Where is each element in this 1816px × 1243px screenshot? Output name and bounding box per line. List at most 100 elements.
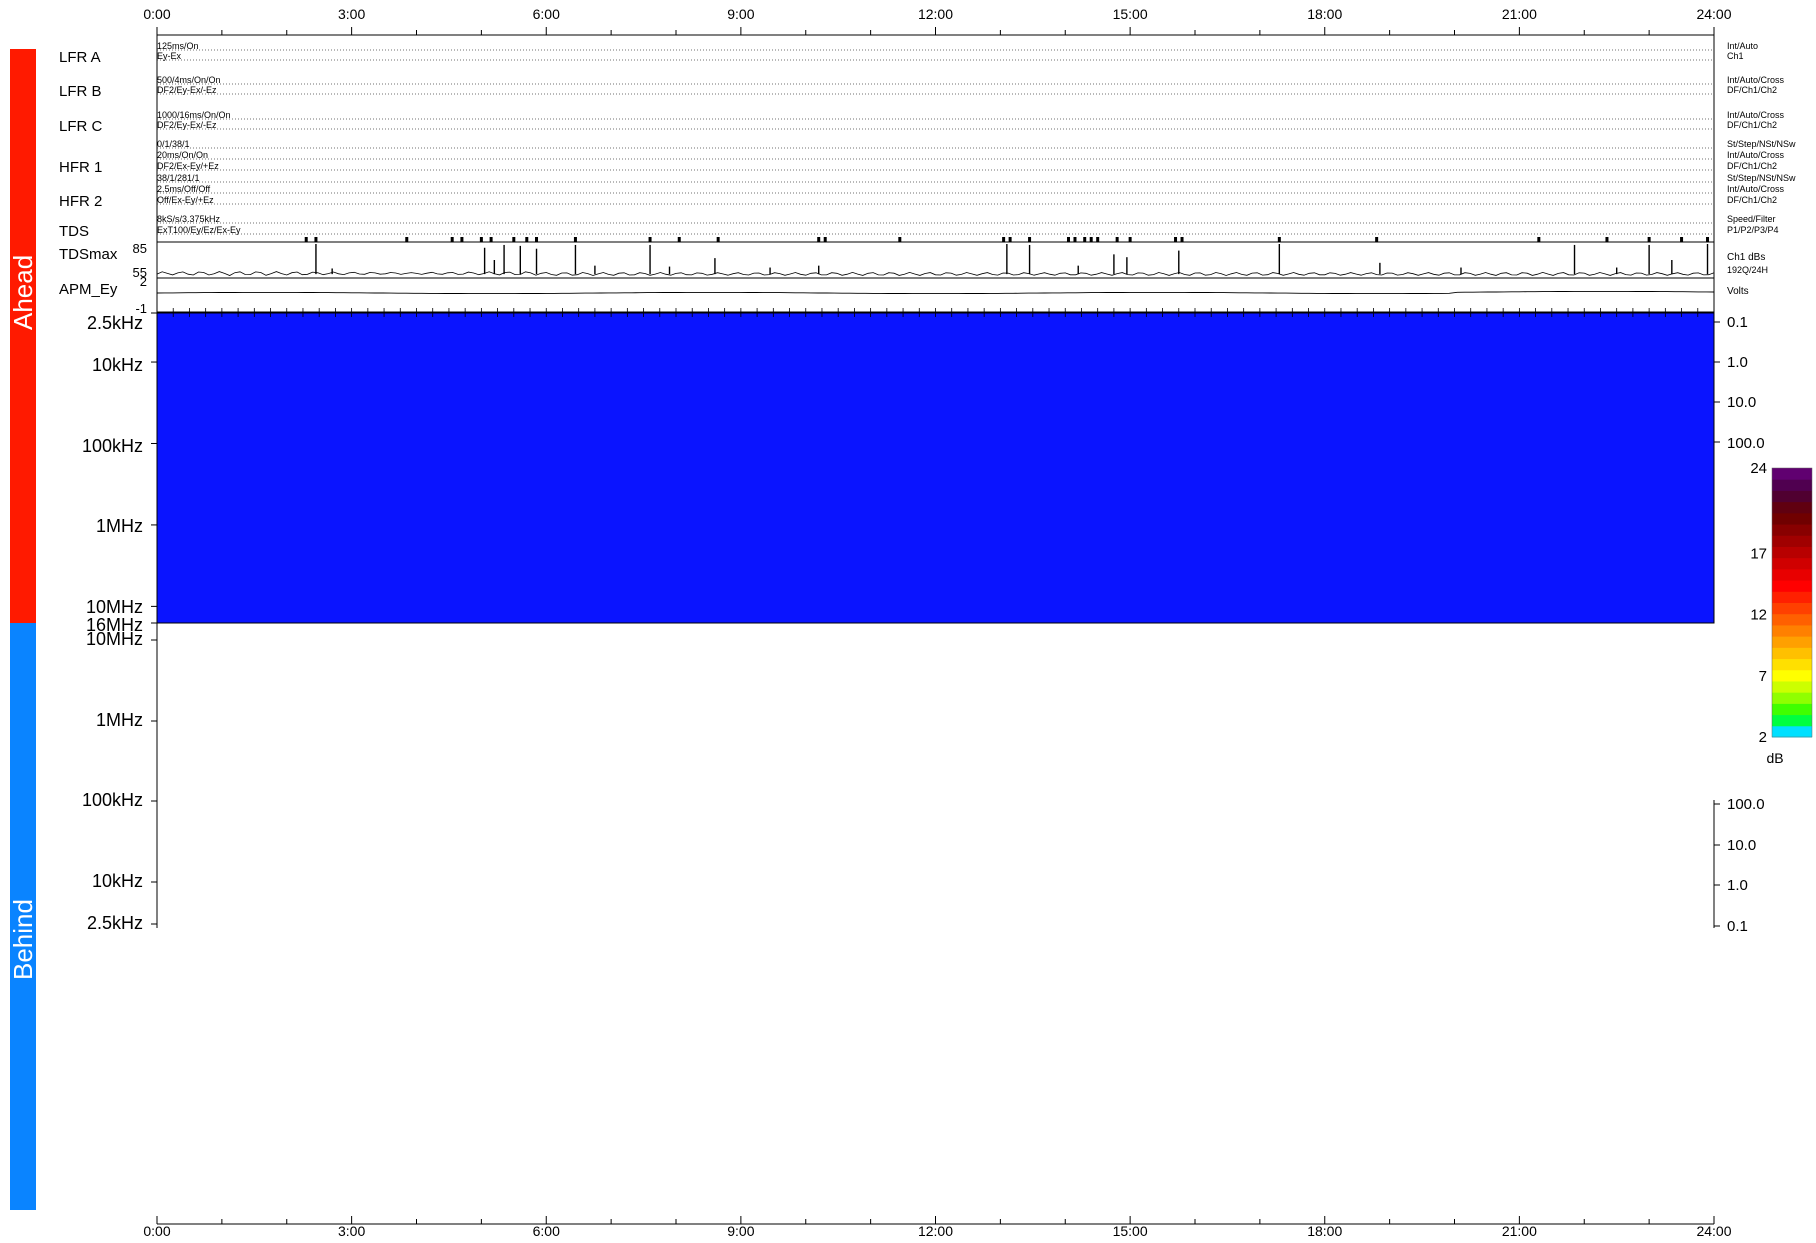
behind-freq-1mhz: 1MHz (96, 710, 143, 730)
mode-row-name: HFR 2 (59, 193, 102, 210)
top-time-tick-label: 21:00 (1502, 6, 1537, 22)
bottom-time-tick-label: 0:00 (143, 1223, 170, 1238)
colorbar-swatch (1772, 725, 1812, 738)
mode-row-left-text: 0/1/38/1 (157, 139, 190, 149)
behind-right-0.1: 0.1 (1727, 918, 1748, 935)
tds-event-mark (573, 237, 577, 242)
tds-event-mark (1002, 237, 1006, 242)
tds-event-mark (716, 237, 720, 242)
colorbar-swatch (1772, 512, 1812, 525)
tds-event-mark (1096, 237, 1100, 242)
ahead-right-100.0: 100.0 (1727, 435, 1765, 452)
bottom-time-tick-label: 9:00 (727, 1223, 754, 1238)
apm-right: Volts (1727, 286, 1749, 297)
tds-event-mark (823, 237, 827, 242)
top-time-tick-label: 12:00 (918, 6, 953, 22)
mode-row-right-text: P1/P2/P3/P4 (1727, 225, 1779, 235)
tds-event-mark (1277, 237, 1281, 242)
colorbar-swatch (1772, 669, 1812, 682)
ahead-right-0.1: 0.1 (1727, 314, 1748, 331)
apm-tick-top: 2 (140, 274, 147, 289)
mode-row-right-text: DF/Ch1/Ch2 (1727, 195, 1777, 205)
mode-row-left-text: 500/4ms/On/On (157, 75, 221, 85)
top-time-tick-label: 18:00 (1307, 6, 1342, 22)
colorbar-swatch (1772, 535, 1812, 547)
mode-row-right-text: DF/Ch1/Ch2 (1727, 85, 1777, 95)
behind-freq-10khz: 10kHz (92, 871, 143, 891)
behind-side-label: Behind (8, 899, 38, 980)
top-time-axis: 0:00 3:00 6:00 9:00 12:00 15:00 18:00 21:00 24:0… (143, 6, 1732, 36)
colorbar-frame (1771, 467, 1813, 738)
behind-right-100.0: 100.0 (1727, 796, 1765, 813)
mode-row-right-text: DF/Ch1/Ch2 (1727, 120, 1777, 130)
colorbar-tick-label: 24 (1750, 460, 1767, 477)
behind-freq-2.5khz: 2.5kHz (87, 913, 143, 933)
ahead-side-bar (10, 49, 36, 623)
behind-side-bar (10, 623, 36, 1210)
colorbar-tick-label: 12 (1750, 607, 1767, 624)
bottom-time-tick-label: 21:00 (1502, 1223, 1537, 1238)
mode-row-left-text: Off/Ex-Ey/+Ez (157, 195, 214, 205)
tds-event-mark (405, 237, 409, 242)
mode-row-right-text: St/Step/NSt/NSw (1727, 173, 1796, 183)
tds-event-mark (1066, 237, 1070, 242)
apm-ey-panel: APM_Ey 2 -1 Volts (59, 274, 1749, 316)
tds-event-mark (1028, 237, 1032, 242)
tds-event-mark (460, 237, 464, 242)
colorbar-swatch (1772, 692, 1812, 704)
tds-event-mark (1128, 237, 1132, 242)
colorbar-swatch (1772, 479, 1812, 491)
tdsmax-label: TDSmax (59, 246, 118, 263)
tds-event-mark (1537, 237, 1541, 242)
colorbar-swatch (1772, 680, 1812, 693)
bottom-time-tick-label: 6:00 (533, 1223, 560, 1238)
top-time-tick-label: 3:00 (338, 6, 365, 22)
colorbar-swatch (1772, 624, 1812, 637)
tdsmax-baseline-trace (156, 271, 1715, 276)
tds-event-mark (450, 237, 454, 242)
mode-row-right-text: DF/Ch1/Ch2 (1727, 161, 1777, 171)
tds-event-mark (817, 237, 821, 242)
behind-freq-10mhz: 10MHz (86, 629, 143, 649)
mode-row-left-text: 8kS/s/3.375kHz (157, 214, 221, 224)
colorbar-swatch (1772, 636, 1812, 648)
tds-event-mark (1073, 237, 1077, 242)
mode-row-right-text: Ch1 (1727, 51, 1744, 61)
mode-row-right-text: St/Step/NSt/NSw (1727, 139, 1796, 149)
colorbar-swatch (1772, 580, 1812, 592)
ahead-right-1.0: 1.0 (1727, 354, 1748, 371)
mode-row-left-text: DF2/Ey-Ex/-Ez (157, 120, 217, 130)
mode-row-right-text: Int/Auto/Cross (1727, 184, 1785, 194)
tdsmax-right-1: Ch1 dBs (1727, 252, 1765, 263)
mode-row-right-text: Int/Auto/Cross (1727, 150, 1785, 160)
mode-row-left-text: 125ms/On (157, 41, 199, 51)
top-time-tick-label: 24:00 (1696, 6, 1731, 22)
colorbar-swatch (1772, 568, 1812, 581)
apm-label: APM_Ey (59, 281, 118, 298)
behind-right-10.0: 10.0 (1727, 837, 1756, 854)
top-time-tick-label: 0:00 (143, 6, 170, 22)
tds-event-mark (1647, 237, 1651, 242)
tds-event-mark (535, 237, 539, 242)
ahead-freq-10khz: 10kHz (92, 355, 143, 375)
tds-event-mark (525, 237, 529, 242)
mode-row-right-text: Speed/Filter (1727, 214, 1776, 224)
mode-row-right-text: Int/Auto/Cross (1727, 75, 1785, 85)
tds-event-mark (1706, 237, 1710, 242)
mode-row-left-text: ExT100/Ey/Ez/Ex-Ey (157, 225, 241, 235)
mode-row-left-text: DF2/Ey-Ex/-Ez (157, 85, 217, 95)
tds-event-mark (677, 237, 681, 242)
bottom-time-tick-label: 12:00 (918, 1223, 953, 1238)
ahead-freq-10mhz: 10MHz (86, 597, 143, 617)
colorbar-tick-label: 17 (1750, 546, 1767, 563)
ahead-freq-1mhz: 1MHz (96, 516, 143, 536)
mode-row-name: TDS (59, 223, 89, 240)
apm-tick-bottom: -1 (135, 301, 147, 316)
tds-event-mark (1174, 237, 1178, 242)
mode-row-right-text: Int/Auto/Cross (1727, 110, 1785, 120)
tds-event-mark (489, 237, 493, 242)
colorbar-swatch (1772, 468, 1812, 480)
behind-right-1.0: 1.0 (1727, 877, 1748, 894)
bottom-time-axis: 0:00 3:00 6:00 9:00 12:00 15:00 18:00 21:00 24:0… (143, 1216, 1732, 1239)
